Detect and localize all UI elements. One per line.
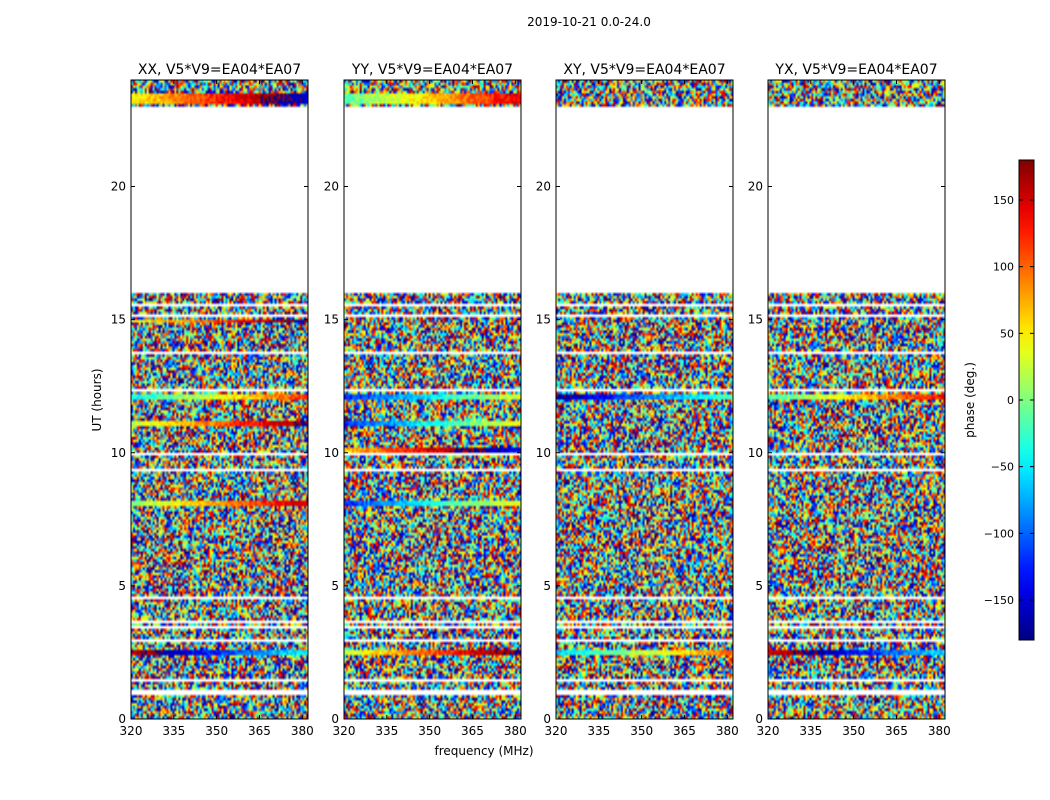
colorbar: −150 −100 −50 0 50 100 150 xyxy=(984,159,1035,641)
y-tick-label: 10 xyxy=(324,446,339,460)
panel-frame xyxy=(343,79,522,720)
heatmap-0 xyxy=(131,80,308,719)
y-tick-label: 10 xyxy=(748,446,763,460)
y-tick-label: 15 xyxy=(111,313,126,327)
panel-3: YX, V5*V9=EA04*EA07 320 335 350 365 380 0 5 10 15… xyxy=(748,62,951,738)
x-axis-label: frequency (MHz) xyxy=(434,744,533,758)
colorbar-tick-label: −100 xyxy=(984,527,1014,540)
x-tick-label: 350 xyxy=(630,724,653,738)
y-tick-label: 20 xyxy=(536,180,551,194)
colorbar-tick-label: 150 xyxy=(993,194,1014,207)
x-tick-label: 320 xyxy=(757,724,780,738)
y-tick-label: 0 xyxy=(118,712,126,726)
x-tick-label: 335 xyxy=(587,724,610,738)
x-tick-label: 380 xyxy=(928,724,951,738)
y-tick-label: 0 xyxy=(331,712,339,726)
panel-title: XX, V5*V9=EA04*EA07 xyxy=(138,62,301,78)
x-tick-label: 365 xyxy=(673,724,696,738)
x-tick-label: 365 xyxy=(885,724,908,738)
x-tick-label: 350 xyxy=(418,724,441,738)
x-tick-label: 320 xyxy=(333,724,356,738)
y-tick-label: 5 xyxy=(118,579,126,593)
heatmap-1 xyxy=(344,80,521,719)
panel-title: YX, V5*V9=EA04*EA07 xyxy=(774,62,937,78)
x-tick-label: 380 xyxy=(291,724,314,738)
colorbar-tick-label: 100 xyxy=(993,261,1014,274)
x-tick-label: 320 xyxy=(120,724,143,738)
y-axis-label: UT (hours) xyxy=(90,368,104,431)
x-tick-label: 365 xyxy=(248,724,271,738)
colorbar-tick-label: 0 xyxy=(1007,394,1014,407)
y-tick-label: 5 xyxy=(543,579,551,593)
panel-title: YY, V5*V9=EA04*EA07 xyxy=(351,62,513,78)
panel-title: XY, V5*V9=EA04*EA07 xyxy=(563,62,725,78)
y-tick-label: 10 xyxy=(536,446,551,460)
y-tick-label: 20 xyxy=(111,180,126,194)
heatmap-2 xyxy=(556,80,733,719)
x-tick-label: 335 xyxy=(799,724,822,738)
x-tick-label: 335 xyxy=(375,724,398,738)
x-tick-label: 335 xyxy=(162,724,185,738)
y-tick-label: 15 xyxy=(748,313,763,327)
panel-2: XY, V5*V9=EA04*EA07 320 335 350 365 380 0 5 10 15… xyxy=(536,62,739,738)
x-tick-label: 320 xyxy=(545,724,568,738)
y-tick-label: 15 xyxy=(324,313,339,327)
x-tick-label: 365 xyxy=(461,724,484,738)
panel-0: XX, V5*V9=EA04*EA07 320 335 350 365 380 0 5 10 15… xyxy=(111,62,314,738)
suptitle: 2019-10-21 0.0-24.0 xyxy=(527,15,651,29)
y-tick-label: 15 xyxy=(536,313,551,327)
panel-frame xyxy=(130,79,309,720)
colorbar-tick-label: −50 xyxy=(991,461,1014,474)
panel-frame xyxy=(555,79,734,720)
panel-1: YY, V5*V9=EA04*EA07 320 335 350 365 380 0 5 10 15… xyxy=(324,62,527,738)
y-tick-label: 0 xyxy=(543,712,551,726)
heatmap-3 xyxy=(768,80,945,719)
y-tick-label: 0 xyxy=(755,712,763,726)
x-tick-label: 380 xyxy=(504,724,527,738)
x-tick-label: 350 xyxy=(842,724,865,738)
y-tick-label: 10 xyxy=(111,446,126,460)
y-tick-label: 5 xyxy=(755,579,763,593)
colorbar-tick-label: 50 xyxy=(1000,327,1014,340)
panel-frame xyxy=(767,79,946,720)
y-tick-label: 20 xyxy=(748,180,763,194)
x-tick-label: 350 xyxy=(205,724,228,738)
colorbar-label: phase (deg.) xyxy=(963,362,977,438)
x-tick-label: 380 xyxy=(716,724,739,738)
y-tick-label: 5 xyxy=(331,579,339,593)
y-tick-label: 20 xyxy=(324,180,339,194)
colorbar-tick-label: −150 xyxy=(984,594,1014,607)
panels: XX, V5*V9=EA04*EA07 320 335 350 365 380 0 5 10 15… xyxy=(111,62,951,738)
